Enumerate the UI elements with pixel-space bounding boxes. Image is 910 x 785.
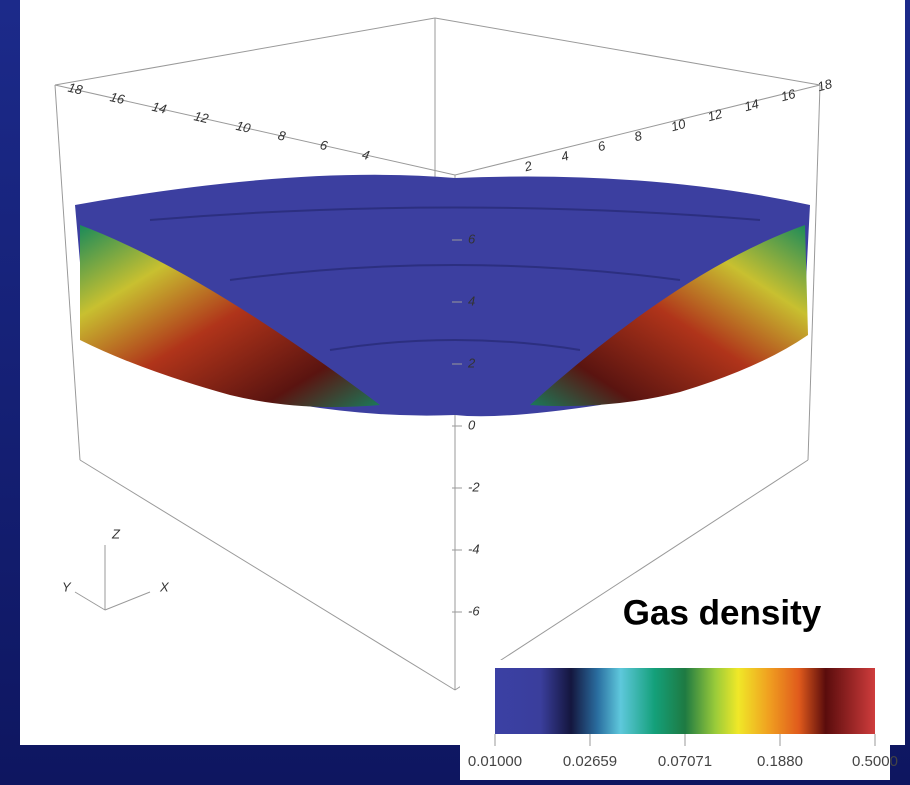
vertical-tick-label: 6 bbox=[468, 231, 476, 246]
vertical-tick-label: -6 bbox=[468, 603, 480, 618]
vertical-tick-label: 4 bbox=[468, 293, 475, 308]
triad-label: Z bbox=[111, 526, 121, 541]
colorbar-tick-label: 0.5000 bbox=[852, 753, 898, 770]
colorbar-tick-label: 0.1880 bbox=[757, 753, 803, 770]
colorbar bbox=[495, 668, 875, 734]
triad-label: Y bbox=[62, 579, 72, 594]
colorbar-tick-label: 0.01000 bbox=[468, 753, 522, 770]
density-surface bbox=[75, 175, 810, 416]
vertical-tick-label: 2 bbox=[467, 355, 476, 370]
colorbar-tick-label: 0.02659 bbox=[563, 753, 617, 770]
vertical-tick-label: -2 bbox=[468, 479, 480, 494]
visualization: 6420-2-4-6181614121086424681012141618 Z … bbox=[0, 0, 910, 785]
colorbar-title: Gas density bbox=[623, 593, 822, 632]
vertical-tick-label: 0 bbox=[468, 417, 476, 432]
triad-label: X bbox=[159, 579, 170, 594]
vertical-tick-label: -4 bbox=[468, 541, 480, 556]
colorbar-tick-label: 0.07071 bbox=[658, 753, 712, 770]
